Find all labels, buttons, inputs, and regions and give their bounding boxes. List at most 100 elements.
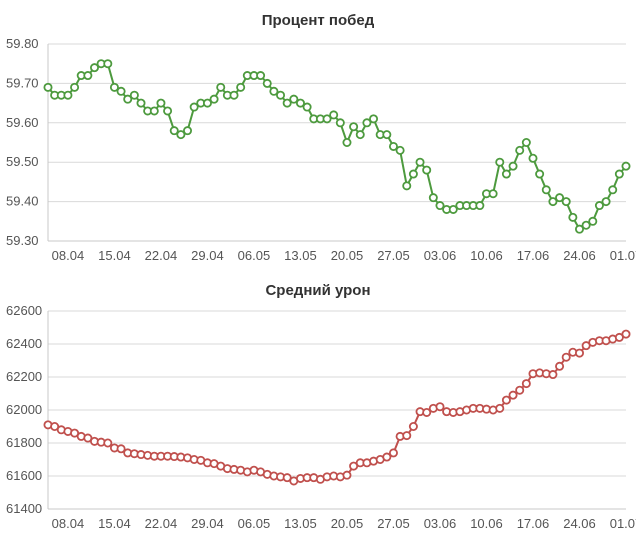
data-point bbox=[402, 431, 412, 441]
data-point bbox=[256, 71, 266, 81]
data-point bbox=[289, 94, 299, 104]
data-point bbox=[555, 361, 565, 371]
data-point bbox=[535, 169, 545, 179]
data-point bbox=[608, 185, 618, 195]
x-tick-label: 03.06 bbox=[424, 516, 457, 531]
data-point bbox=[568, 212, 578, 222]
data-point bbox=[541, 185, 551, 195]
chart-title: Процент побед bbox=[261, 12, 375, 29]
data-point bbox=[382, 452, 392, 462]
x-tick-label: 29.04 bbox=[191, 248, 224, 263]
data-point bbox=[262, 78, 272, 88]
data-point bbox=[415, 157, 425, 167]
data-point bbox=[335, 118, 345, 128]
data-point bbox=[382, 130, 392, 140]
data-point bbox=[548, 197, 558, 207]
data-point bbox=[355, 130, 365, 140]
data-point bbox=[109, 82, 119, 92]
data-point bbox=[276, 90, 286, 100]
x-tick-label: 13.05 bbox=[284, 248, 317, 263]
data-point bbox=[388, 141, 398, 151]
x-tick-label: 13.05 bbox=[284, 516, 317, 531]
data-point bbox=[428, 193, 438, 203]
x-tick-label: 27.05 bbox=[377, 516, 410, 531]
series-line bbox=[47, 333, 627, 482]
y-tick-label: 62200 bbox=[6, 369, 42, 384]
data-point bbox=[395, 145, 405, 155]
y-tick-label: 59.30 bbox=[6, 233, 39, 248]
data-point bbox=[435, 402, 445, 412]
data-point bbox=[116, 444, 126, 454]
x-tick-label: 08.04 bbox=[52, 248, 85, 263]
data-point bbox=[621, 161, 631, 171]
data-point bbox=[601, 197, 611, 207]
data-point bbox=[43, 82, 53, 92]
x-tick-label: 20.05 bbox=[331, 248, 364, 263]
y-tick-label: 61600 bbox=[6, 468, 42, 483]
y-tick-label: 61800 bbox=[6, 435, 42, 450]
y-tick-label: 59.70 bbox=[6, 75, 39, 90]
data-point bbox=[521, 137, 531, 147]
data-point bbox=[236, 82, 246, 92]
x-tick-label: 15.04 bbox=[98, 248, 131, 263]
data-point bbox=[495, 403, 505, 413]
data-point bbox=[561, 352, 571, 362]
data-point bbox=[614, 169, 624, 179]
x-tick-label: 22.04 bbox=[145, 516, 178, 531]
data-point bbox=[70, 82, 80, 92]
x-tick-label: 01.07 bbox=[610, 516, 636, 531]
data-point bbox=[475, 201, 485, 211]
data-point bbox=[342, 137, 352, 147]
data-point bbox=[209, 94, 219, 104]
data-point bbox=[574, 348, 584, 358]
data-point bbox=[349, 122, 359, 132]
data-point bbox=[561, 197, 571, 207]
data-point bbox=[435, 201, 445, 211]
data-point bbox=[329, 110, 339, 120]
x-tick-label: 06.05 bbox=[238, 516, 271, 531]
series-line bbox=[47, 62, 627, 231]
y-tick-label: 59.40 bbox=[6, 194, 39, 209]
x-tick-label: 24.06 bbox=[563, 516, 596, 531]
data-point bbox=[528, 153, 538, 163]
data-point bbox=[163, 106, 173, 116]
data-point bbox=[83, 71, 93, 81]
x-tick-label: 01.07 bbox=[610, 248, 636, 263]
x-tick-label: 06.05 bbox=[238, 248, 271, 263]
data-point bbox=[362, 118, 372, 128]
x-tick-label: 08.04 bbox=[52, 516, 85, 531]
data-point bbox=[402, 181, 412, 191]
x-tick-label: 10.06 bbox=[470, 516, 503, 531]
data-point bbox=[216, 82, 226, 92]
data-point bbox=[183, 126, 193, 136]
data-point bbox=[136, 98, 146, 108]
data-point bbox=[574, 224, 584, 234]
data-point bbox=[282, 98, 292, 108]
data-point bbox=[103, 438, 113, 448]
data-point bbox=[548, 370, 558, 380]
data-point bbox=[588, 216, 598, 226]
y-tick-label: 59.80 bbox=[6, 36, 39, 51]
x-tick-label: 17.06 bbox=[517, 248, 550, 263]
data-point bbox=[369, 114, 379, 124]
data-point bbox=[90, 63, 100, 73]
x-tick-label: 15.04 bbox=[98, 516, 131, 531]
data-point bbox=[422, 165, 432, 175]
win-rate-chart: Процент побед 59.30 59.40 59.50 59.60 59.70 5… bbox=[0, 0, 636, 270]
data-point bbox=[501, 169, 511, 179]
data-point bbox=[229, 90, 239, 100]
data-point bbox=[169, 126, 179, 136]
data-point bbox=[508, 390, 518, 400]
win-rate-plot: 59.30 59.40 59.50 59.60 59.70 59.80 08.04 15.04… bbox=[6, 36, 636, 263]
data-point bbox=[508, 161, 518, 171]
data-point bbox=[202, 98, 212, 108]
avg-damage-chart: Средний урон 61400 61600 61800 62000 62200 62… bbox=[0, 270, 636, 541]
data-point bbox=[156, 98, 166, 108]
data-point bbox=[555, 193, 565, 203]
y-tick-label: 59.60 bbox=[6, 115, 39, 130]
x-tick-label: 22.04 bbox=[145, 248, 178, 263]
chart-title: Средний урон bbox=[265, 282, 371, 299]
avg-damage-plot: 61400 61600 61800 62000 62200 62400 62600 08.04… bbox=[6, 303, 636, 531]
x-tick-label: 20.05 bbox=[331, 516, 364, 531]
y-tick-label: 62000 bbox=[6, 402, 42, 417]
